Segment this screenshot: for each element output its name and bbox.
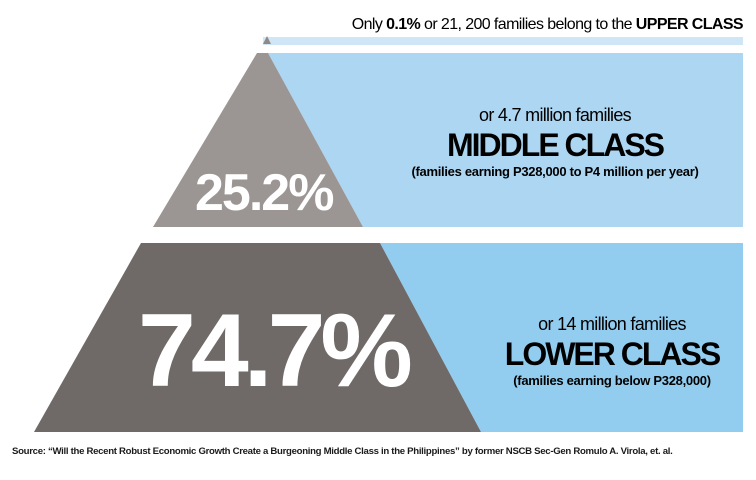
lower-class-triangle <box>34 243 481 432</box>
upper-class-tip <box>263 36 271 44</box>
upper-class-families: or 21, 200 families belong to the <box>420 16 636 33</box>
middle-class-percent: 25.2% <box>195 164 334 222</box>
source-citation: Source: “Will the Recent Robust Economic… <box>12 446 673 457</box>
middle-class-triangle <box>153 53 363 227</box>
lower-class-description: (families earning below P328,000) <box>513 373 711 388</box>
lower-class-label: LOWER CLASS <box>504 336 721 372</box>
upper-class-caption: Only 0.1% or 21, 200 families belong to … <box>325 16 744 34</box>
upper-class-percent: 0.1% <box>386 16 421 33</box>
middle-class-description: (families earning P328,000 to P4 million… <box>411 164 699 179</box>
upper-class-prefix: Only <box>351 16 387 33</box>
lower-class-band <box>380 243 743 432</box>
middle-class-text: or 4.7 million families MIDDLE CLASS (fa… <box>372 103 738 181</box>
middle-class-label: MIDDLE CLASS <box>447 127 665 163</box>
lower-class-text: or 14 million families LOWER CLASS (fami… <box>486 312 738 390</box>
lower-class-families: or 14 million families <box>538 314 686 334</box>
lower-class-percent: 74.7% <box>138 293 413 409</box>
upper-class-label: UPPER CLASS <box>635 16 744 33</box>
upper-class-band <box>263 37 743 45</box>
middle-class-families: or 4.7 million families <box>479 105 632 125</box>
middle-class-band <box>268 53 743 227</box>
